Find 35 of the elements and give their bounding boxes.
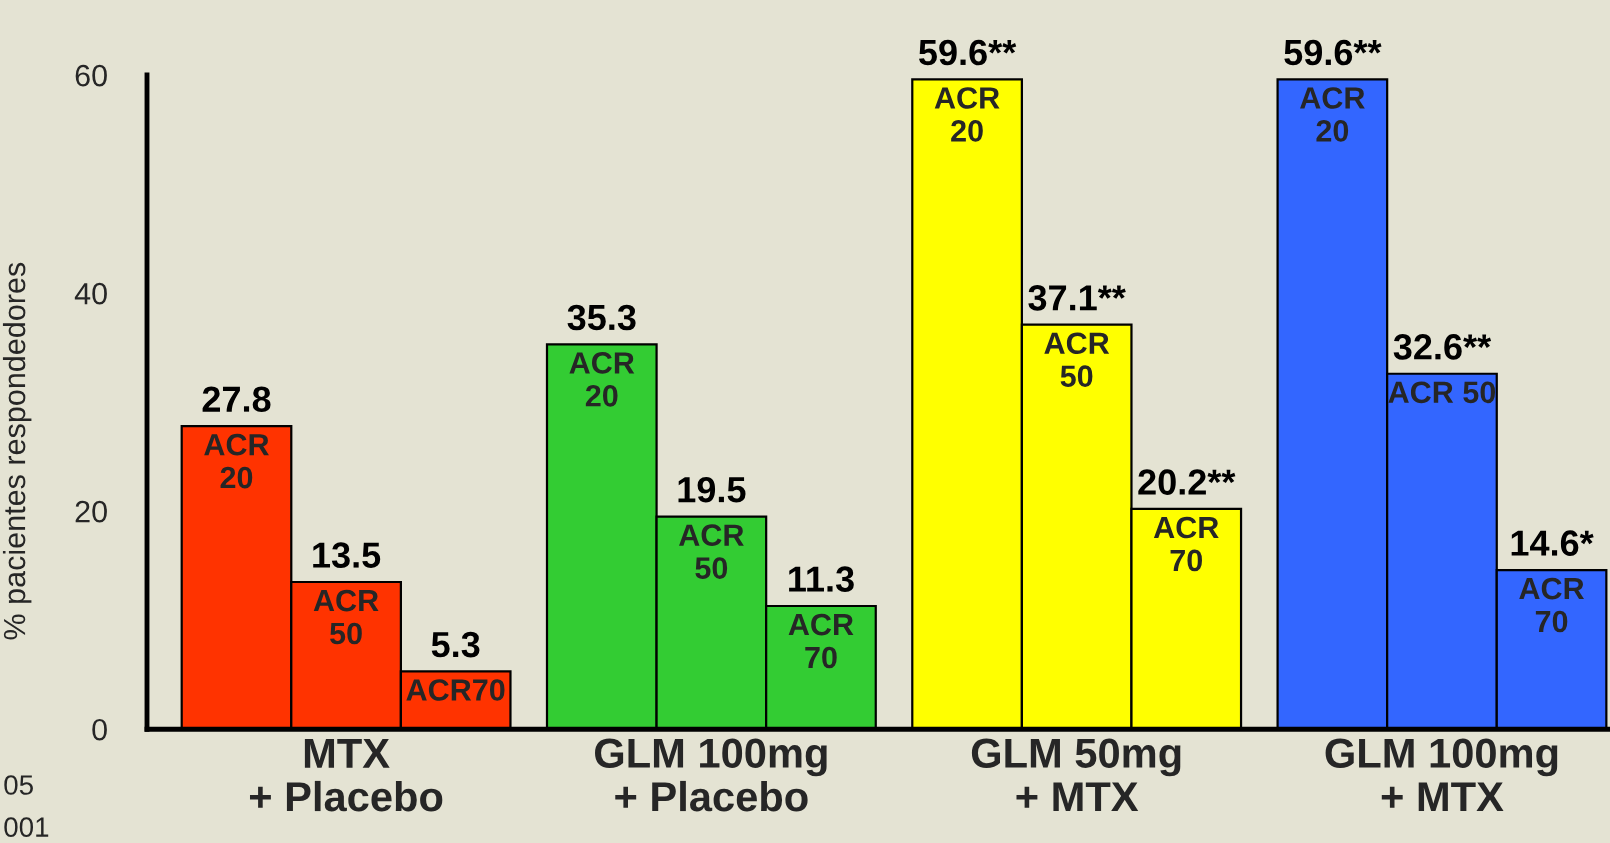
annotation: ACR 50 <box>1388 381 1496 404</box>
x-tick-label: GLM 100mg + MTX <box>1325 738 1558 812</box>
y-axis-title: % pacientes respondedores <box>2 262 32 640</box>
data-label: 13.5 <box>313 542 381 568</box>
annotation: ACR 70 <box>788 613 854 669</box>
x-tick-label: GLM 50mg + MTX <box>971 738 1181 812</box>
data-label: 32.6** <box>1393 334 1492 360</box>
annotation: ACR 70 <box>1519 577 1585 633</box>
annotation: ACR 20 <box>934 87 1000 142</box>
annotation: ACR 50 <box>679 524 744 579</box>
annotation: ACR 50 <box>1044 332 1110 387</box>
data-label: 11.3 <box>789 566 854 592</box>
text: 05 <box>4 775 33 795</box>
y-tick-label: 40 <box>74 282 107 305</box>
x-tick-label: GLM 100mg + Placebo <box>595 738 827 812</box>
annotation: ACR 20 <box>1300 87 1365 142</box>
y-tick-label: 20 <box>75 500 107 523</box>
data-label: 59.6** <box>1284 39 1382 66</box>
data-label: 20.2** <box>1138 469 1236 495</box>
y-tick-label: 0 <box>92 718 107 741</box>
data-label: 19.5 <box>678 476 746 503</box>
y-tick-label: 60 <box>75 64 107 87</box>
data-label: 35.3 <box>567 304 636 331</box>
x-tick-label: MTX + Placebo <box>249 739 443 812</box>
data-label: 59.6** <box>919 39 1017 66</box>
annotation: ACR 20 <box>569 352 635 407</box>
annotation: ACR 70 <box>1153 516 1219 572</box>
data-label: 37.1** <box>1028 285 1126 311</box>
text: 001 <box>4 817 49 837</box>
data-label: 14.6* <box>1511 530 1594 556</box>
annotation: ACR70 <box>406 679 505 701</box>
annotation: ACR 50 <box>313 589 379 645</box>
data-label: 5.3 <box>431 631 480 658</box>
data-label: 27.8 <box>202 386 271 413</box>
annotation: ACR 20 <box>204 433 269 489</box>
